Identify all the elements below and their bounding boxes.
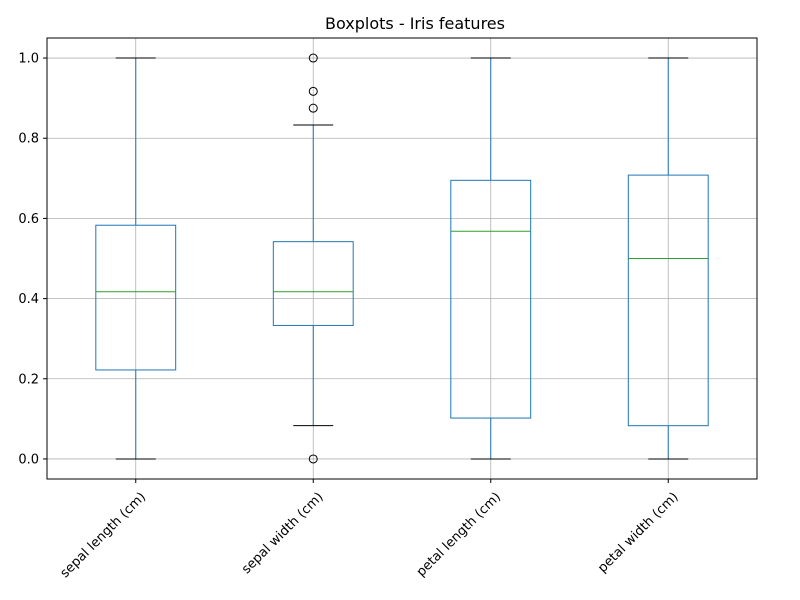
x-tick-label: petal width (cm) (595, 490, 681, 576)
chart-title: Boxplots - Iris features (325, 14, 505, 33)
axes-frame (46, 37, 758, 480)
box-group (450, 57, 532, 460)
plot-area (95, 53, 709, 464)
y-tick-label: 1.0 (18, 52, 39, 67)
axis-ticks: 0.0 0.2 0.4 0.6 0.8 1.0 sepal length (cm) sepal… (18, 52, 681, 582)
x-tick-label: sepal length (cm) (58, 490, 149, 581)
box-group (272, 53, 354, 464)
outlier-point (308, 53, 318, 63)
y-tick-label: 0.6 (18, 212, 39, 227)
y-tick-label: 0.0 (18, 452, 39, 467)
outlier-point (308, 454, 318, 464)
box-iqr (272, 241, 354, 326)
y-tick-label: 0.4 (18, 292, 39, 307)
grid-lines (47, 38, 757, 479)
box-group (95, 57, 177, 460)
y-tick-label: 0.8 (18, 132, 39, 147)
y-tick-label: 0.2 (18, 372, 39, 387)
box-iqr (95, 224, 177, 371)
box-iqr (450, 179, 532, 419)
x-tick-label: petal length (cm) (414, 490, 504, 580)
outlier-point (308, 103, 318, 113)
box-iqr (627, 174, 709, 427)
box-group (627, 57, 709, 460)
outlier-point (308, 86, 318, 96)
x-tick-label: sepal width (cm) (239, 490, 326, 577)
